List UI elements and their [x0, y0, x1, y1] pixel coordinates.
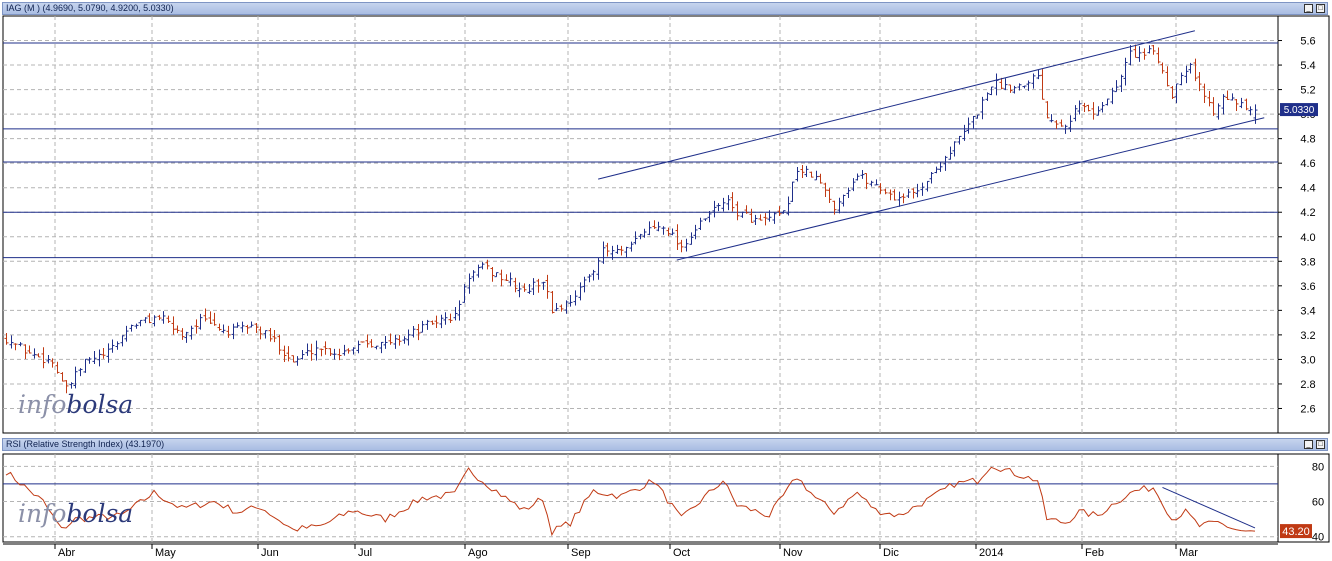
y-tick-label: 5.6 — [1300, 36, 1315, 48]
time-axis-label: Ago — [468, 547, 488, 559]
y-tick-label: 4.6 — [1300, 158, 1315, 170]
rsi-y-tick-label: 40 — [1312, 532, 1324, 544]
y-tick-label: 2.8 — [1300, 379, 1315, 391]
y-tick-label: 3.2 — [1300, 330, 1315, 342]
y-tick-label: 4.2 — [1300, 207, 1315, 219]
time-axis-label: 2014 — [979, 547, 1003, 559]
rsi-y-tick-label: 60 — [1312, 497, 1324, 509]
maximize-icon[interactable]: □ — [1316, 4, 1325, 13]
price-watermark: infobolsa — [18, 390, 134, 419]
rsi-axis-area — [1277, 453, 1330, 543]
rsi-last-value-label: 43.20 — [1282, 526, 1310, 538]
minimize-icon[interactable]: _ — [1304, 440, 1313, 449]
time-axis-label: May — [155, 547, 176, 559]
last-price-badge — [1280, 103, 1318, 117]
rsi-watermark: infobolsa — [18, 499, 134, 528]
minimize-icon[interactable]: _ — [1304, 4, 1313, 13]
y-tick-label: 3.0 — [1300, 354, 1315, 366]
price-panel-title: IAG (M ) (4.9690, 5.0790, 4.9200, 5.0330… — [6, 3, 174, 13]
y-tick-label: 3.6 — [1300, 281, 1315, 293]
last-price-label: 5.0330 — [1284, 105, 1315, 116]
y-tick-label: 5.4 — [1300, 60, 1315, 72]
trend-line — [597, 30, 1195, 180]
y-tick-label: 4.0 — [1300, 232, 1315, 244]
time-axis-label: Feb — [1085, 547, 1104, 559]
price-axis-area — [1277, 15, 1330, 434]
y-tick-label: 4.4 — [1300, 183, 1315, 195]
price-chart[interactable]: 2.62.83.03.23.43.63.84.04.24.44.64.85.05… — [0, 0, 1332, 440]
time-axis-label: Sep — [571, 547, 591, 559]
y-tick-label: 5.2 — [1300, 85, 1315, 97]
y-tick-label: 4.8 — [1300, 134, 1315, 146]
time-axis-label: Oct — [673, 547, 690, 559]
price-plot-area — [2, 15, 1279, 434]
rsi-panel-title-bar[interactable]: RSI (Relative Strength Index) (43.1970) … — [2, 438, 1328, 451]
time-axis-label: Jun — [261, 547, 279, 559]
y-tick-label: 3.8 — [1300, 256, 1315, 268]
rsi-panel-title: RSI (Relative Strength Index) (43.1970) — [6, 439, 165, 449]
rsi-y-tick-label: 80 — [1312, 461, 1324, 473]
y-tick-label: 3.4 — [1300, 305, 1315, 317]
maximize-icon[interactable]: □ — [1316, 440, 1325, 449]
rsi-plot-area — [2, 453, 1279, 543]
rsi-last-value-badge — [1280, 524, 1312, 539]
time-axis-label: Nov — [783, 547, 803, 559]
time-axis-label: Abr — [58, 547, 75, 559]
time-axis-label: Jul — [358, 547, 372, 559]
time-axis-label: Dic — [883, 547, 899, 559]
price-panel-title-bar[interactable]: IAG (M ) (4.9690, 5.0790, 4.9200, 5.0330… — [2, 2, 1328, 15]
rsi-trend-line — [1162, 486, 1256, 529]
y-tick-label: 2.6 — [1300, 403, 1315, 415]
rsi-line — [5, 466, 1256, 537]
trend-line — [676, 117, 1265, 261]
time-axis-label: Mar — [1179, 547, 1198, 559]
